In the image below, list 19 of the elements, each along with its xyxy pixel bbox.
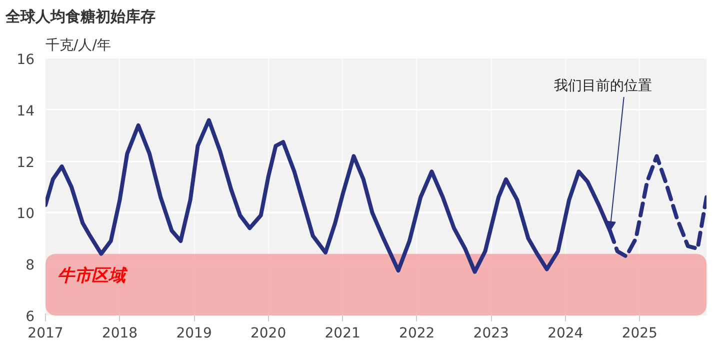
- chart-title: 全球人均食糖初始库存: [4, 8, 156, 26]
- y-tick-label: 14: [16, 103, 35, 120]
- x-tick-label: 2021: [324, 326, 360, 342]
- x-tick-label: 2017: [28, 326, 64, 342]
- x-tick-label: 2018: [102, 326, 138, 342]
- y-axis-title: 千克/人/年: [46, 38, 111, 54]
- x-tick-label: 2023: [473, 326, 509, 342]
- y-tick-label: 12: [16, 154, 35, 171]
- x-tick-label: 2020: [250, 326, 286, 342]
- x-tick-label: 2022: [399, 326, 435, 342]
- y-tick-label: 8: [26, 258, 35, 274]
- y-tick-label: 16: [16, 52, 35, 68]
- x-tick-label: 2019: [176, 326, 212, 342]
- y-tick-label: 10: [16, 206, 35, 222]
- annotation: 我们目前的位置: [554, 78, 652, 94]
- x-tick-label: 2025: [622, 326, 658, 342]
- x-tick-label: 2024: [548, 326, 584, 342]
- y-tick-label: 6: [26, 309, 35, 325]
- band-label: 牛市区域: [58, 266, 128, 286]
